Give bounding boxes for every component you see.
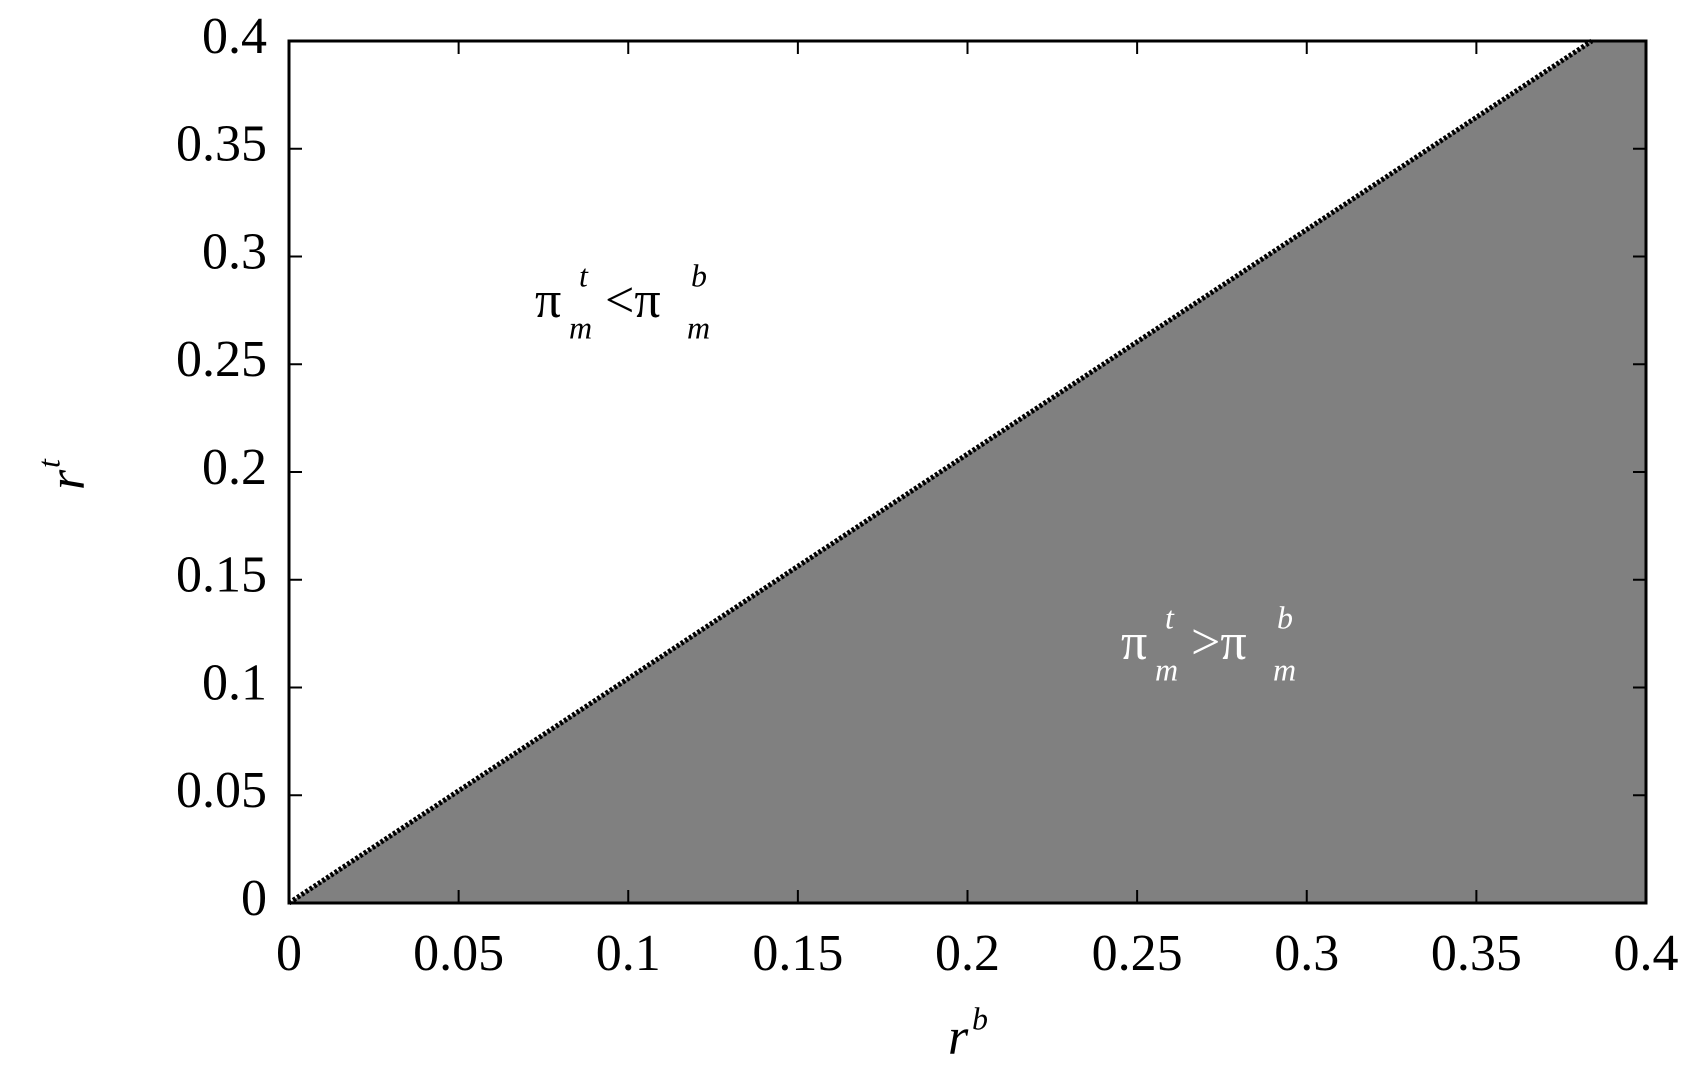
x-tick-label: 0.3 <box>1274 925 1339 982</box>
annotation-sup: b <box>1277 599 1293 635</box>
x-tick-label: 0.2 <box>935 925 1000 982</box>
boundary-line <box>287 38 1594 906</box>
y-label-sup: t <box>30 458 66 468</box>
x-tick-label: 0.1 <box>596 925 661 982</box>
y-tick-label: 0.1 <box>202 654 267 711</box>
x-tick-label: 0.25 <box>1092 925 1183 982</box>
y-tick-label: 0.25 <box>176 331 267 388</box>
y-tick-label: 0.4 <box>202 8 267 65</box>
y-tick-label: 0 <box>241 870 267 927</box>
y-tick-label: 0.15 <box>176 547 267 604</box>
y-label-base: r <box>39 469 96 490</box>
x-tick-label: 0.4 <box>1614 925 1679 982</box>
annotation-sup: t <box>579 257 589 293</box>
annotation: π <box>535 272 561 329</box>
y-tick-label: 0.2 <box>202 439 267 496</box>
area <box>289 41 1646 903</box>
y-label: rt <box>30 458 96 490</box>
x-label: r <box>948 1009 969 1066</box>
annotation: >π <box>1191 614 1247 671</box>
y-tick-label: 0.35 <box>176 116 267 173</box>
x-tick-label: 0.15 <box>752 925 843 982</box>
y-tick-label: 0.05 <box>176 762 267 819</box>
x-label-sup: b <box>972 1000 988 1036</box>
y-tick-label: 0.3 <box>202 223 267 280</box>
annotation: <π <box>605 272 661 329</box>
annotation-sup: t <box>1165 599 1175 635</box>
annotation-sup: b <box>691 257 707 293</box>
x-tick-label: 0.35 <box>1431 925 1522 982</box>
annotation-sub: m <box>1273 651 1296 687</box>
annotation: π <box>1121 614 1147 671</box>
x-tick-label: 0 <box>276 925 302 982</box>
annotation-sub: m <box>1155 651 1178 687</box>
x-tick-label: 0.05 <box>413 925 504 982</box>
annotation-sub: m <box>687 309 710 345</box>
annotation-sub: m <box>569 309 592 345</box>
